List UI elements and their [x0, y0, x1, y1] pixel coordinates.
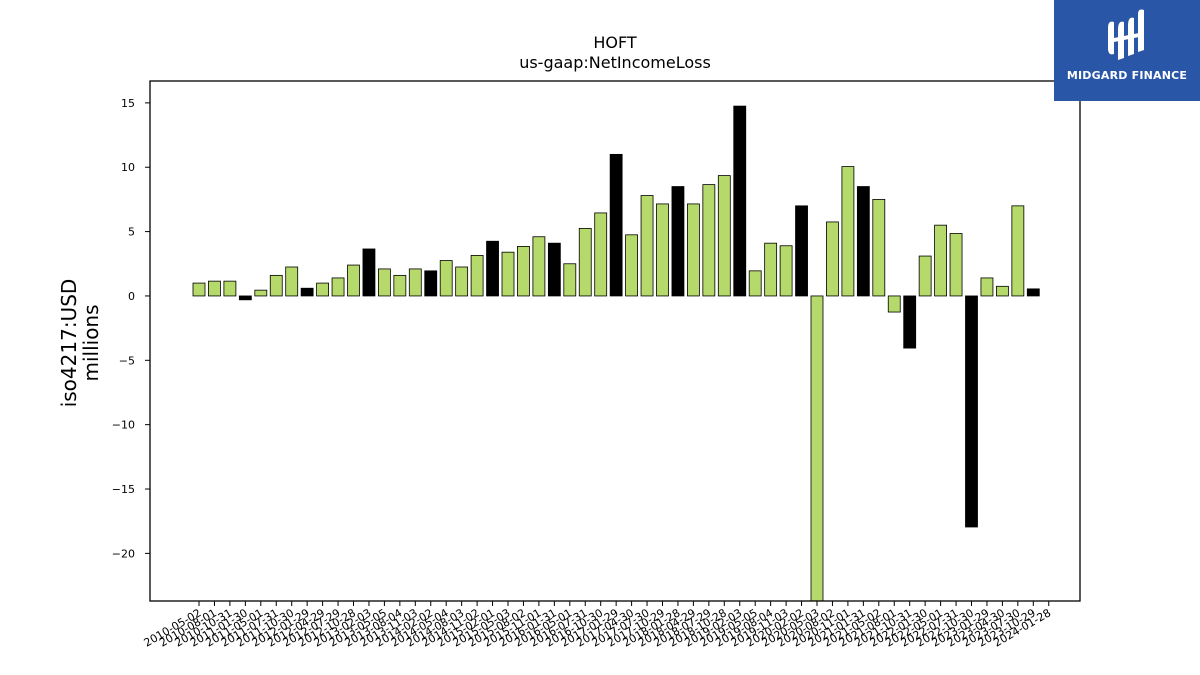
bar	[501, 251, 515, 297]
bar	[717, 175, 731, 297]
bar	[687, 203, 700, 297]
bars	[192, 105, 1040, 602]
bar	[856, 186, 870, 297]
bar	[408, 268, 422, 297]
y-ticks: 15 10 5 0 −5 −10 −15 −20	[112, 97, 150, 560]
bar	[254, 289, 268, 297]
bar	[671, 186, 685, 297]
bar	[826, 221, 839, 297]
bar	[362, 248, 376, 297]
bar	[980, 277, 994, 297]
bar	[377, 268, 391, 297]
bar	[748, 270, 762, 297]
bar	[347, 264, 360, 297]
bar	[887, 295, 901, 313]
bar	[547, 242, 561, 297]
bar	[285, 266, 299, 297]
y-tick-label: −20	[112, 547, 135, 560]
x-ticks: 2010-05-022010-08-012010-10-312011-01-30…	[142, 601, 1053, 650]
bar	[470, 255, 484, 297]
bar	[872, 199, 886, 297]
bar	[424, 270, 438, 297]
plot-frame	[149, 80, 1081, 602]
chart-title: HOFT	[593, 33, 637, 52]
y-tick-label: −10	[112, 419, 135, 432]
chart-subtitle: us-gaap:NetIncomeLoss	[519, 53, 711, 72]
y-tick-label: −15	[112, 483, 135, 496]
y-tick-label: 5	[128, 226, 135, 239]
bar	[640, 195, 654, 297]
y-tick-label: −5	[119, 354, 135, 367]
bar	[455, 266, 469, 297]
bar	[1011, 205, 1025, 297]
bar	[563, 263, 577, 297]
bar	[393, 274, 407, 297]
bar	[656, 203, 669, 297]
brand-name: MIDGARD FINANCE	[1066, 69, 1188, 82]
bar	[903, 295, 917, 349]
bar	[532, 236, 546, 297]
y-axis-label: iso4217:USD	[57, 279, 81, 408]
bar	[331, 277, 345, 297]
bar	[517, 245, 530, 297]
bar	[996, 285, 1009, 297]
bar	[486, 240, 499, 297]
bar	[269, 274, 283, 297]
midgard-m-logo-icon	[1108, 9, 1144, 60]
bar	[609, 153, 623, 297]
brand-logo: MIDGARD FINANCE	[1054, 0, 1200, 101]
bar	[223, 280, 237, 297]
y-tick-label: 0	[128, 290, 135, 303]
y-tick-label: 15	[121, 97, 135, 110]
bar	[810, 295, 824, 602]
bar	[841, 166, 855, 297]
bar	[594, 212, 608, 297]
bar	[238, 295, 252, 301]
y-tick-label: 10	[121, 161, 135, 174]
bar	[918, 255, 932, 297]
bar	[316, 282, 330, 297]
bar	[779, 245, 793, 297]
bar	[625, 234, 638, 297]
bar	[733, 105, 747, 297]
bar	[702, 184, 716, 297]
bar	[1026, 288, 1040, 297]
y-axis-unit-label: millions	[79, 304, 103, 381]
bar	[965, 295, 978, 528]
bar	[578, 227, 592, 297]
bar	[764, 242, 778, 297]
bar	[439, 260, 453, 297]
bar	[949, 233, 963, 297]
bar	[934, 224, 947, 297]
bar	[300, 287, 314, 297]
bar	[192, 282, 206, 297]
bar	[795, 205, 808, 297]
bar	[208, 280, 221, 297]
